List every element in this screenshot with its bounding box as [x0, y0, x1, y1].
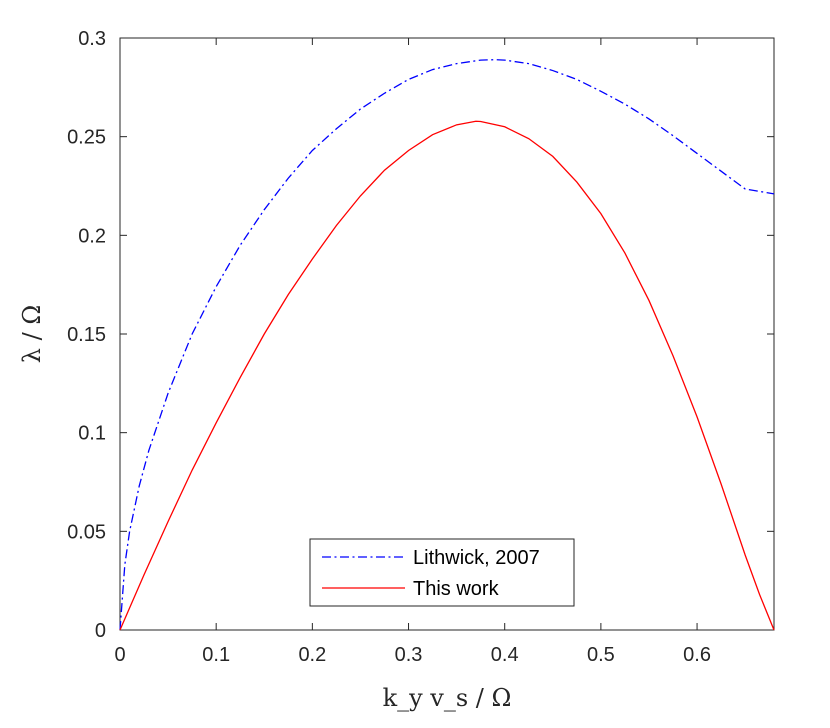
series-line-this-work	[119, 120, 775, 631]
x-axis-label: k_y v_s / Ω	[383, 684, 512, 712]
y-axis: 0 0.05 0.1 0.15 0.2 0.25 0.3	[67, 28, 774, 642]
y-tick-label: 0.25	[67, 127, 106, 149]
y-axis-label: λ / Ω	[18, 305, 46, 363]
series-layer	[119, 59, 775, 631]
y-tick-label: 0.2	[78, 225, 106, 247]
x-axis: 0 0.1 0.2 0.3 0.4 0.5 0.6	[114, 38, 711, 666]
x-tick-label: 0.4	[491, 644, 519, 666]
plot-area	[119, 37, 775, 631]
x-tick-label: 0.2	[298, 644, 326, 666]
y-tick-label: 0.15	[67, 324, 106, 346]
y-tick-label: 0.3	[78, 28, 106, 50]
legend-label-lithwick-2007: Lithwick, 2007	[413, 547, 540, 569]
x-tick-label: 0.1	[202, 644, 230, 666]
x-tick-label: 0	[114, 644, 125, 666]
legend: Lithwick, 2007 This work	[309, 538, 575, 607]
legend-label-this-work: This work	[413, 578, 500, 600]
y-tick-label: 0.05	[67, 521, 106, 543]
x-tick-label: 0.5	[587, 644, 615, 666]
x-tick-label: 0.3	[395, 644, 423, 666]
x-tick-label: 0.6	[683, 644, 711, 666]
series-line-lithwick-2007	[119, 59, 775, 631]
y-tick-label: 0.1	[78, 423, 106, 445]
y-tick-label: 0	[95, 620, 106, 642]
legend-box	[309, 538, 575, 607]
